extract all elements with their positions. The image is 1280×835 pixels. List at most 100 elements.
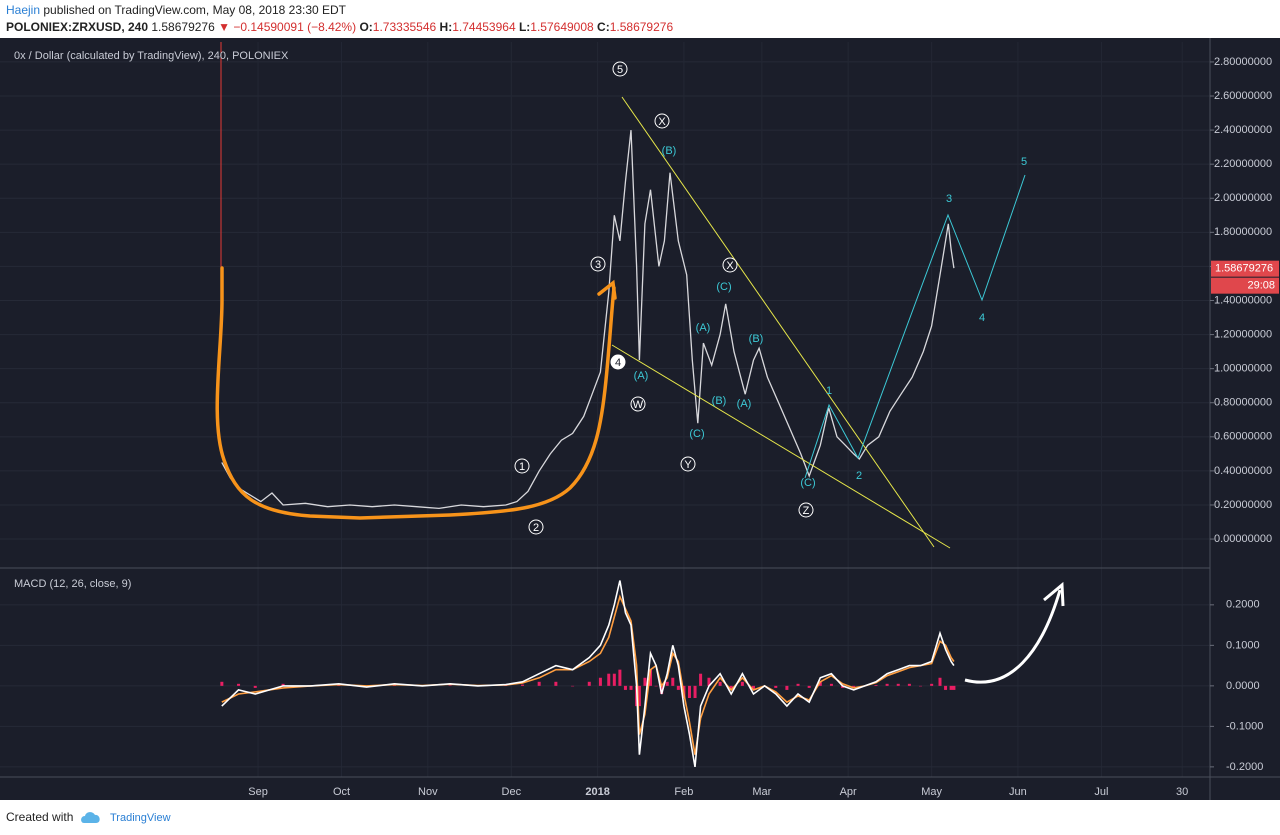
- histogram-bar: [587, 681, 591, 686]
- histogram-bar: [618, 669, 622, 686]
- published: published on TradingView.com, May 08, 20…: [43, 3, 346, 17]
- histogram-bar: [807, 685, 811, 688]
- y-tick-label: 0.60000000: [1214, 431, 1272, 443]
- wave-circle: [630, 396, 646, 412]
- subwave-label: (C): [689, 428, 704, 440]
- y-tick-label: 0.1000: [1226, 639, 1260, 651]
- last-price-label: 1.58679276: [1215, 263, 1273, 275]
- histogram-bar: [554, 681, 558, 686]
- header-bg: [0, 0, 1280, 38]
- circled-label: 4: [615, 357, 621, 369]
- x-tick-label: Jun: [1009, 786, 1027, 798]
- histogram-bar: [337, 685, 341, 686]
- histogram-bar: [693, 685, 697, 699]
- wave-circle: [610, 354, 626, 370]
- wave-circle: [514, 458, 530, 474]
- series-line: [221, 580, 955, 768]
- histogram-bar: [785, 685, 789, 690]
- histogram-bar: [571, 685, 575, 687]
- wave-circle: [798, 502, 814, 518]
- subwave-label: (C): [800, 477, 815, 489]
- projection-path: [804, 174, 1026, 479]
- y-tick-label: 0.2000: [1226, 599, 1260, 611]
- footer-brand[interactable]: TradingView: [110, 812, 171, 824]
- y-tick-label: 0.0000: [1226, 680, 1260, 692]
- ohlc-value: 1.74453964: [452, 20, 516, 34]
- subwave-label: (A): [634, 370, 649, 382]
- histogram-bar: [796, 683, 800, 686]
- histogram-bar: [448, 685, 452, 686]
- plot-layer: [220, 130, 956, 768]
- histogram-bar: [671, 677, 675, 686]
- wedge-line: [621, 96, 935, 548]
- histogram-bar: [623, 685, 627, 690]
- wave-circle: [528, 519, 544, 535]
- wave-circle: [654, 113, 670, 129]
- y-tick-label: 1.00000000: [1214, 363, 1272, 375]
- histogram-bar: [607, 673, 611, 686]
- circled-label: Y: [684, 459, 692, 471]
- histogram-bar: [699, 673, 703, 686]
- histogram-bar: [707, 677, 711, 686]
- y-tick-label: 2.40000000: [1214, 124, 1272, 136]
- y-tick-label: 0.20000000: [1214, 499, 1272, 511]
- pane-title: MACD (12, 26, close, 9): [14, 578, 131, 590]
- x-tick-label: Oct: [333, 786, 350, 798]
- circled-label: W: [633, 399, 644, 411]
- x-tick-label: Mar: [752, 786, 771, 798]
- histogram-bar: [944, 685, 948, 690]
- author[interactable]: Haejin: [6, 3, 40, 17]
- histogram-bar: [841, 685, 845, 688]
- x-tick-label: 2018: [585, 786, 609, 798]
- ohlc-value: 1.57649008: [530, 20, 594, 34]
- countdown: 29:08: [1247, 280, 1275, 292]
- y-tick-label: 0.00000000: [1214, 533, 1272, 545]
- wedge-line: [611, 344, 951, 549]
- circled-label: 3: [595, 259, 601, 271]
- histogram-bar: [952, 685, 956, 690]
- circled-label: X: [726, 260, 734, 272]
- symbol: POLONIEX:ZRXUSD, 240: [6, 20, 148, 34]
- circled-label: 5: [617, 64, 623, 76]
- histogram-bar: [818, 681, 822, 686]
- x-tick-label: Sep: [248, 786, 268, 798]
- ohlc-label: H:: [440, 20, 453, 34]
- y-tick-label: 2.80000000: [1214, 56, 1272, 68]
- x-tick-label: Apr: [840, 786, 857, 798]
- ohlc-label: C:: [597, 20, 610, 34]
- footer-bg: [0, 800, 1280, 835]
- pane-title: 0x / Dollar (calculated by TradingView),…: [14, 50, 289, 62]
- cup-drawing: [215, 266, 616, 520]
- y-tick-label: 2.60000000: [1214, 90, 1272, 102]
- histogram-bar: [896, 683, 900, 686]
- histogram-bar: [740, 681, 744, 686]
- price: 1.58679276: [151, 20, 215, 34]
- x-tick-label: May: [921, 786, 942, 798]
- wave-count: 2: [856, 470, 862, 482]
- y-tick-label: 0.80000000: [1214, 397, 1272, 409]
- histogram-bar: [598, 677, 602, 686]
- macd-arrow: [964, 589, 1062, 684]
- histogram-bar: [392, 685, 396, 686]
- histogram-bar: [660, 685, 664, 694]
- histogram-bar: [237, 683, 241, 686]
- histogram-bar: [253, 685, 257, 688]
- x-tick-label: 30: [1176, 786, 1188, 798]
- histogram-bar: [537, 681, 541, 686]
- y-tick-label: -0.1000: [1226, 720, 1263, 732]
- logo: [81, 812, 100, 823]
- histogram-bar: [949, 685, 953, 690]
- histogram-bar: [930, 683, 934, 686]
- histogram-bar: [774, 685, 778, 688]
- subwave-label: (C): [716, 281, 731, 293]
- cup-arrow: [597, 279, 617, 300]
- histogram-bar: [649, 669, 653, 686]
- ohlc-label: O:: [359, 20, 372, 34]
- ohlc-label: L:: [519, 20, 530, 34]
- y-tick-label: -0.2000: [1226, 761, 1263, 773]
- chart-bg: [0, 38, 1280, 800]
- wave-circle: [612, 61, 628, 77]
- histogram-bar: [629, 685, 633, 690]
